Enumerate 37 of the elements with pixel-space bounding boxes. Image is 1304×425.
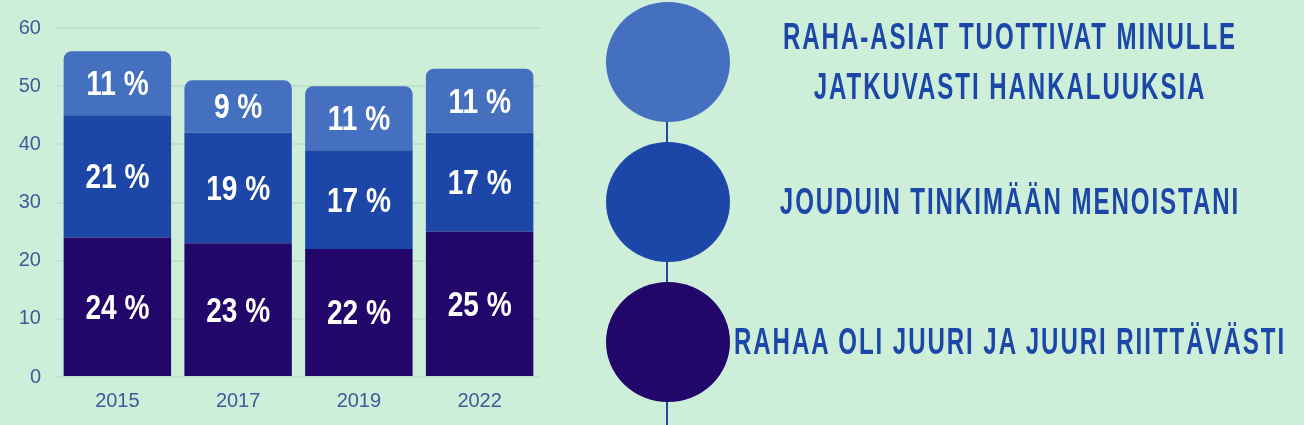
y-tick-label: 20 — [18, 248, 41, 271]
text: RAHA-ASIAT TUOTTIVAT MINULLE JATKUVASTI HANKALUUKSIA — [782, 15, 1238, 109]
data-label: 19 % — [206, 167, 271, 208]
y-tick-label: 60 — [18, 15, 41, 38]
y-tick-label: 30 — [18, 190, 41, 213]
data-label: 22 % — [326, 292, 391, 333]
data-label: 25 % — [447, 283, 512, 324]
x-tick-label: 2019 — [336, 388, 382, 411]
bar — [305, 86, 413, 151]
text: RAHAA OLI JUURI JA JUURI RIITTÄVÄSTI — [732, 320, 1288, 364]
bar — [425, 231, 534, 376]
data-label: 11 % — [327, 97, 391, 138]
bar — [425, 132, 534, 232]
x-tick-label: 2015 — [95, 388, 140, 411]
y-tick-label: 50 — [18, 73, 41, 96]
bar — [184, 132, 292, 244]
bar — [63, 237, 172, 376]
data-label: 17 % — [447, 161, 512, 202]
text: JOUDUIN TINKIMÄÄN MENOISTANI — [778, 180, 1242, 224]
y-tick-label: 10 — [18, 306, 41, 329]
bar — [305, 150, 413, 250]
data-label: 23 % — [206, 289, 271, 330]
x-tick-label: 2017 — [215, 388, 261, 411]
y-tick-label: 40 — [18, 131, 41, 154]
data-label: 21 % — [85, 155, 150, 197]
data-label: 17 % — [326, 179, 391, 220]
bar — [184, 243, 292, 376]
bar — [184, 80, 292, 133]
bar — [63, 115, 172, 238]
data-label: 9 % — [213, 86, 263, 127]
x-tick-label: 2022 — [457, 388, 502, 411]
data-label: 24 % — [85, 286, 150, 327]
bar — [425, 68, 534, 133]
bar — [305, 249, 413, 376]
data-label: 11 % — [448, 80, 511, 121]
data-label: 11 % — [86, 62, 149, 103]
y-tick-label: 0 — [29, 364, 41, 387]
